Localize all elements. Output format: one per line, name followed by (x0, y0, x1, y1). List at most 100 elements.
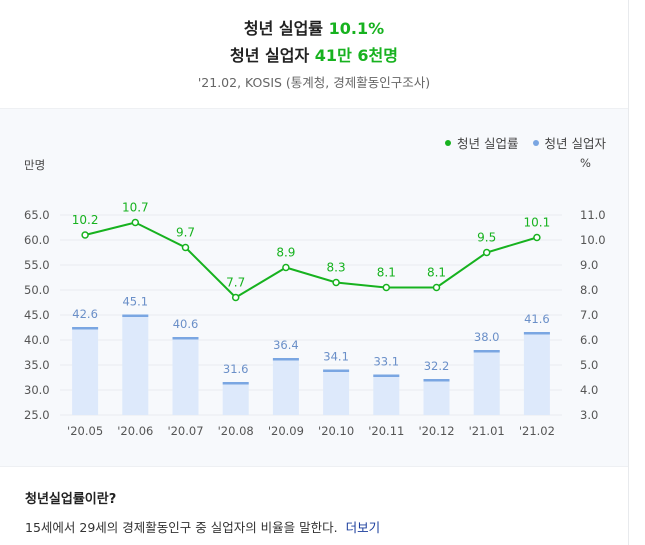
bar-top (272, 358, 299, 361)
bar-value-label: 40.6 (173, 317, 199, 331)
left-axis-unit: 만명 (24, 158, 45, 172)
bar-top (523, 332, 550, 335)
bar-value-label: 34.1 (323, 350, 349, 364)
bar[interactable] (473, 350, 500, 415)
rate-point[interactable] (81, 231, 89, 239)
data-source: '21.02, KOSIS (통계청, 경제활동인구조사) (197, 75, 431, 90)
chart-header: 청년 실업률 10.1% 청년 실업자 41만 6천명 '21.02, KOSI… (0, 0, 628, 108)
x-tick-label: '20.06 (117, 424, 153, 438)
rate-line (84, 221, 538, 299)
bar[interactable] (373, 374, 400, 416)
rate-value-label: 7.7 (226, 276, 245, 290)
x-tick-label: '20.07 (167, 424, 203, 438)
right-tick-label: 6.0 (580, 333, 598, 347)
rate-point[interactable] (231, 293, 240, 302)
left-tick-label: 65.0 (24, 208, 50, 222)
chart-legend: 청년 실업률 청년 실업자 (445, 133, 606, 152)
legend-item-count[interactable]: 청년 실업자 (532, 133, 606, 152)
chart-svg: 65.0 60.0 55.0 50.0 45.0 40.0 35.0 30.0 25.0 11.0… (24, 156, 606, 438)
bar-top (423, 379, 450, 382)
right-tick-label: 8.0 (580, 283, 598, 297)
bar[interactable] (72, 327, 99, 415)
left-tick-label: 40.0 (24, 333, 50, 347)
bar-top (122, 314, 149, 317)
more-link[interactable]: 더보기 (345, 520, 381, 535)
bar[interactable] (272, 358, 299, 415)
left-tick-label: 50.0 (24, 283, 50, 297)
x-tick-label: '21.01 (469, 424, 505, 438)
bar-value-label: 42.6 (72, 307, 98, 321)
right-tick-label: 9.0 (580, 258, 598, 272)
bar[interactable] (423, 379, 450, 415)
bar[interactable] (122, 314, 149, 416)
rate-point[interactable] (181, 243, 190, 252)
right-axis-unit: % (580, 156, 591, 170)
rate-point[interactable] (332, 278, 340, 287)
left-tick-label: 60.0 (24, 233, 50, 247)
left-tick-label: 45.0 (24, 308, 50, 322)
bar[interactable] (523, 332, 550, 415)
right-tick-label: 10.0 (580, 233, 606, 247)
count-value: 41만 6천명 (314, 46, 398, 65)
rate-value-label: 8.3 (327, 261, 346, 275)
blue-dot-icon (532, 139, 539, 146)
legend-label-count: 청년 실업자 (544, 136, 606, 151)
rate-value-label: 10.2 (72, 213, 99, 227)
bar-value-label: 38.0 (474, 330, 500, 344)
bar[interactable] (323, 369, 350, 416)
right-tick-label: 5.0 (580, 358, 598, 372)
rate-value-label: 10.7 (122, 201, 149, 215)
left-tick-label: 25.0 (24, 408, 50, 422)
right-tick-label: 7.0 (580, 308, 598, 322)
bar-top (172, 337, 199, 340)
bar-top (323, 369, 350, 372)
bar-top (222, 382, 249, 385)
x-tick-label: '20.10 (318, 424, 354, 438)
bar[interactable] (222, 382, 249, 415)
chart-card: 청년 실업률 10.1% 청년 실업자 41만 6천명 '21.02, KOSI… (0, 0, 629, 545)
bar[interactable] (172, 337, 199, 415)
rate-point[interactable] (533, 233, 541, 242)
rate-value-label: 8.1 (427, 266, 446, 280)
rate-value: 10.1% (328, 19, 385, 38)
chart-area: 청년 실업률 청년 실업자 65.0 60.0 55.0 50.0 45.0 40.0 35… (0, 108, 628, 467)
x-tick-label: '20.05 (67, 424, 103, 438)
right-tick-label: 11.0 (580, 208, 606, 222)
bar-value-label: 31.6 (223, 362, 249, 376)
bar-value-label: 36.4 (273, 338, 299, 352)
x-tick-label: '21.02 (519, 424, 555, 438)
bar-value-label: 45.1 (122, 295, 148, 309)
rate-point[interactable] (282, 263, 290, 272)
bar-top (72, 327, 99, 330)
left-tick-label: 35.0 (24, 358, 50, 372)
left-tick-label: 30.0 (24, 383, 50, 397)
x-tick-label: '20.09 (268, 424, 304, 438)
rate-point[interactable] (482, 248, 491, 257)
bar-value-label: 32.2 (424, 359, 450, 373)
rate-value-label: 9.5 (477, 231, 496, 245)
legend-item-rate[interactable]: 청년 실업률 (445, 133, 519, 152)
x-tick-label: '20.08 (218, 424, 254, 438)
bar-top (373, 374, 400, 377)
rate-point[interactable] (131, 218, 140, 227)
x-tick-label: '20.12 (418, 424, 454, 438)
rate-value-label: 9.7 (176, 226, 195, 240)
legend-label-rate: 청년 실업률 (457, 136, 519, 151)
youth-unemployment-rate-title: 청년 실업률 10.1% (243, 19, 385, 38)
rate-value-label: 8.1 (377, 266, 396, 280)
definition-title: 청년실업률이란? (25, 492, 117, 507)
rate-point[interactable] (382, 283, 391, 292)
bar-top (473, 350, 500, 353)
right-tick-label: 4.0 (580, 383, 598, 397)
definition-section: 청년실업률이란? 15세에서 29세의 경제활동인구 중 실업자의 비율을 말한… (25, 488, 380, 536)
x-tick-label: '20.11 (368, 424, 404, 438)
right-tick-label: 3.0 (580, 408, 598, 422)
bar-value-label: 33.1 (373, 355, 399, 369)
green-dot-icon (445, 139, 452, 146)
youth-unemployed-count-title: 청년 실업자 41만 6천명 (230, 46, 398, 65)
bar-value-label: 41.6 (524, 312, 550, 326)
definition-text: 15세에서 29세의 경제활동인구 중 실업자의 비율을 말한다. 더보기 (25, 520, 381, 535)
rate-point[interactable] (432, 283, 441, 292)
left-tick-label: 55.0 (24, 258, 50, 272)
rate-value-label: 10.1 (524, 216, 551, 230)
